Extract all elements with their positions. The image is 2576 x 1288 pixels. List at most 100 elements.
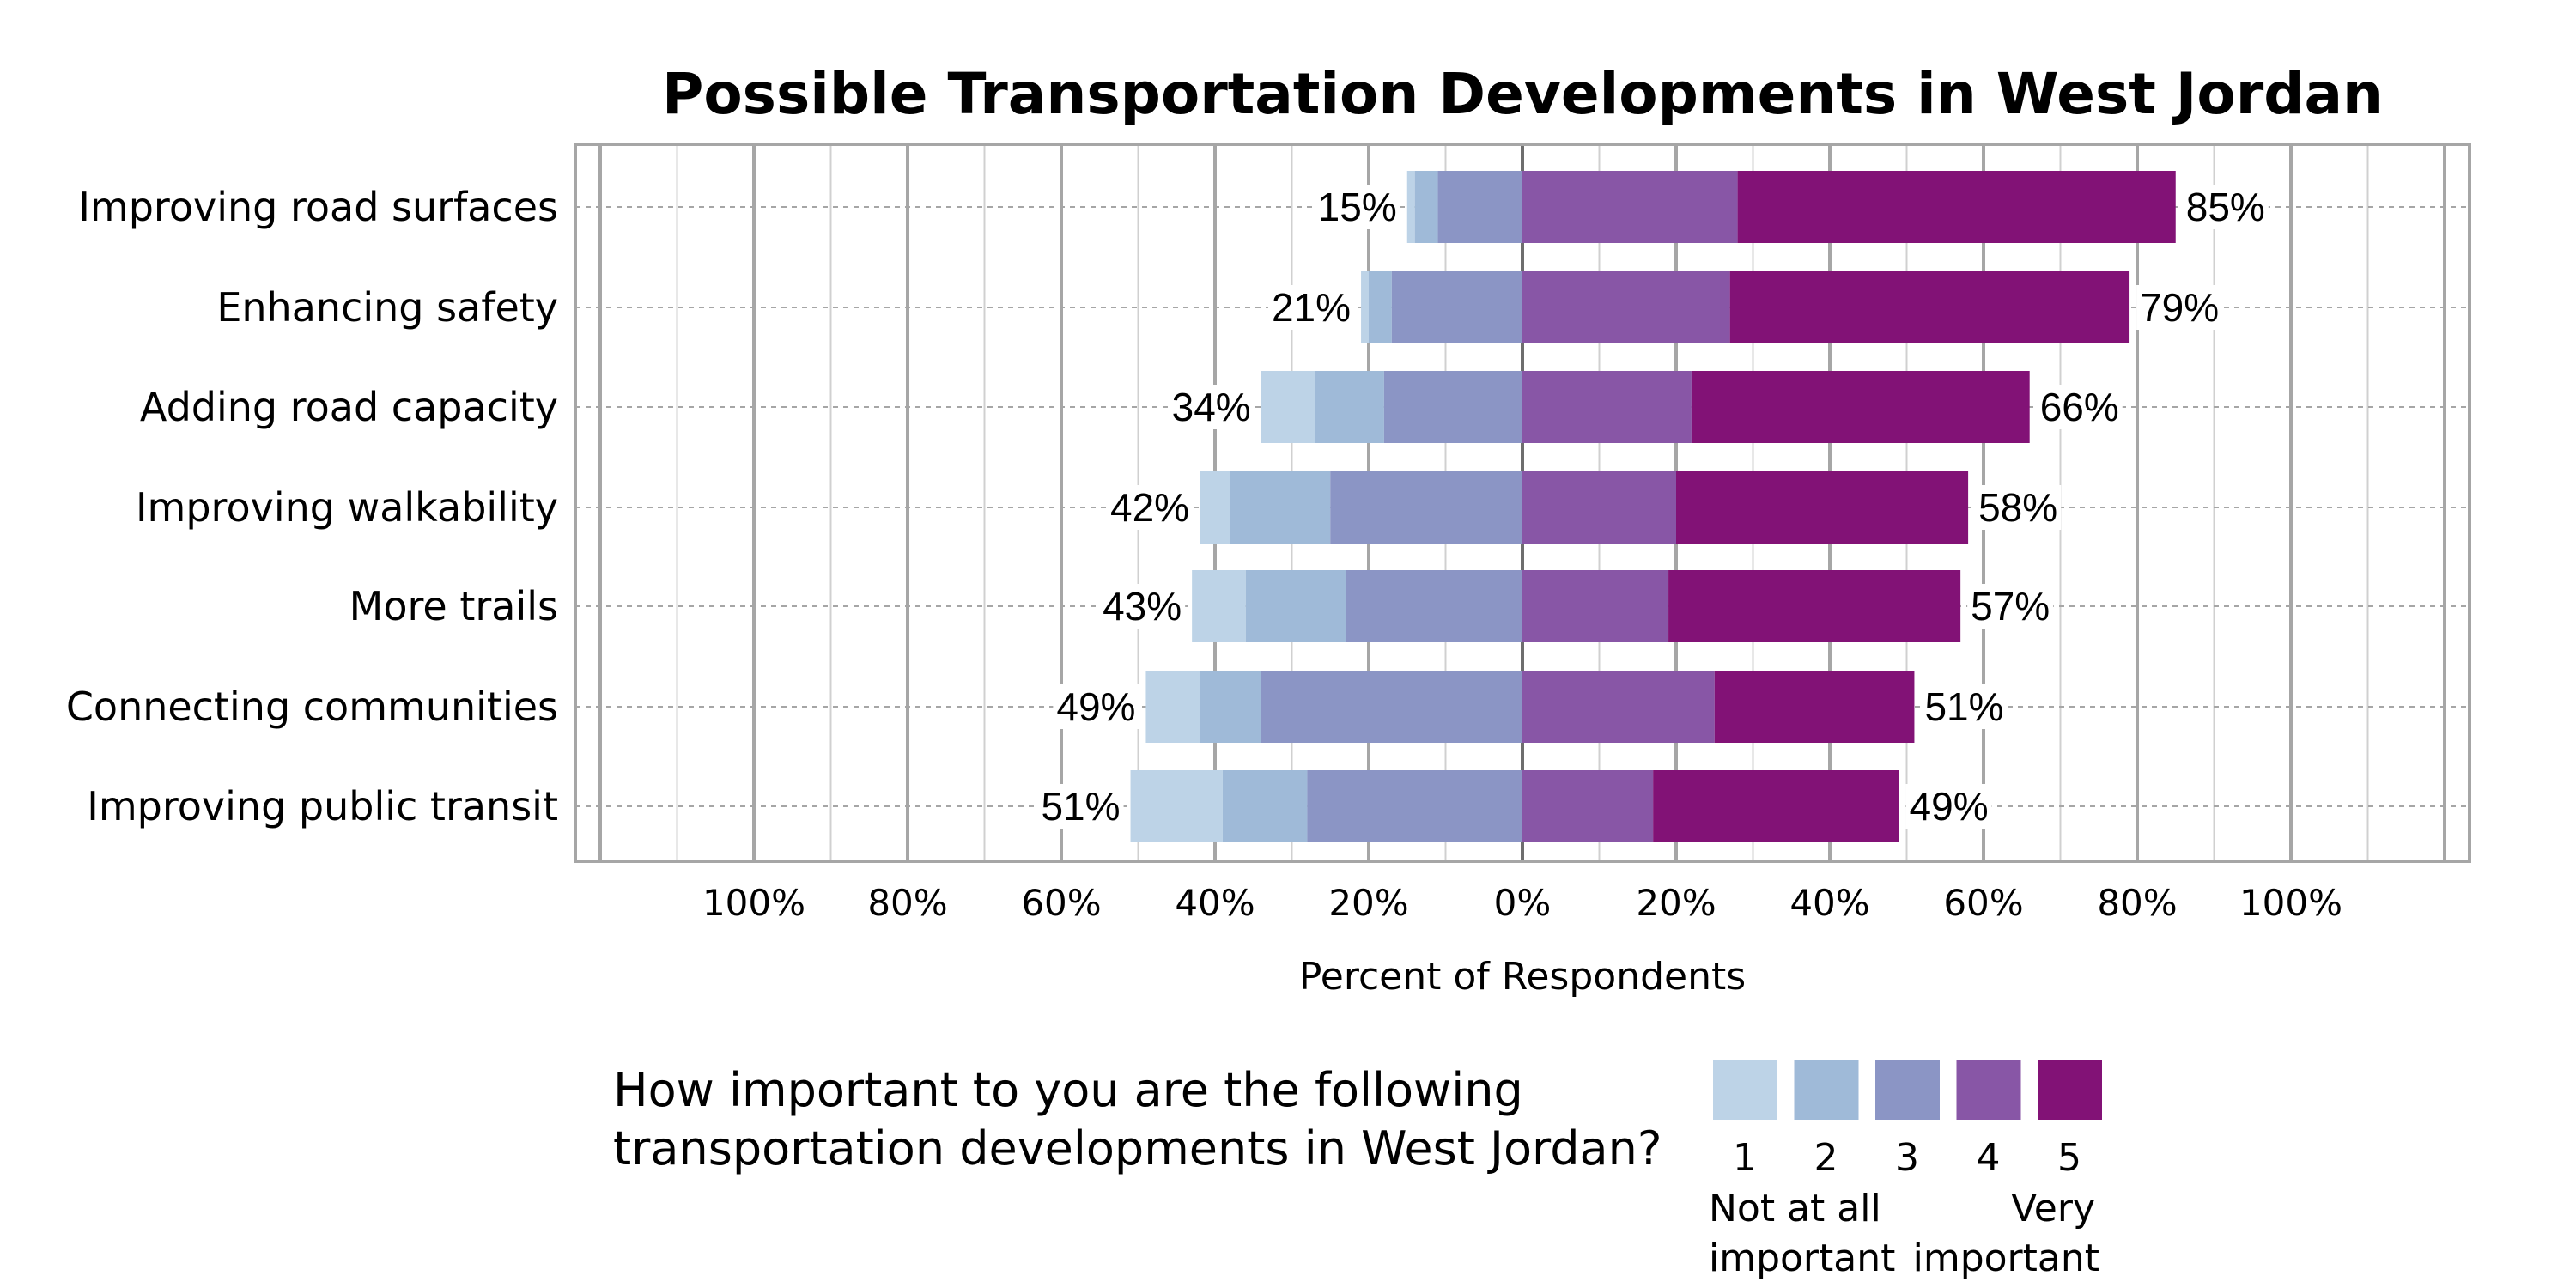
x-tick-label: 40% bbox=[1175, 882, 1255, 924]
bar-segment-3 bbox=[1346, 570, 1522, 642]
right-total-label: 49% bbox=[1910, 784, 1989, 829]
legend-high-anchor-2: important bbox=[1913, 1236, 2099, 1280]
label-background bbox=[2136, 285, 2223, 330]
label-background bbox=[1967, 584, 2054, 629]
legend-swatch-2 bbox=[1794, 1060, 1859, 1120]
bar-segment-4 bbox=[1522, 471, 1676, 544]
bar-segment-3 bbox=[1391, 271, 1522, 343]
x-tick-label: 100% bbox=[702, 882, 805, 924]
legend-swatch-4 bbox=[1956, 1060, 2021, 1120]
right-total-label: 57% bbox=[1971, 584, 2050, 629]
label-background bbox=[1037, 784, 1124, 829]
bar-segment-3 bbox=[1437, 171, 1522, 243]
left-total-label: 21% bbox=[1272, 285, 1351, 330]
category-label: Adding road capacity bbox=[140, 384, 558, 430]
bar-segment-3 bbox=[1261, 671, 1522, 743]
category-label: Improving road surfaces bbox=[78, 184, 558, 230]
legend-swatch-1 bbox=[1713, 1060, 1777, 1120]
bar-segment-1 bbox=[1145, 671, 1200, 743]
plot-border bbox=[574, 143, 2471, 863]
right-total-label: 51% bbox=[1924, 684, 2003, 729]
legend-swatch-3 bbox=[1875, 1060, 1940, 1120]
bar-segment-2 bbox=[1245, 570, 1346, 642]
x-axis-label: Percent of Respondents bbox=[1299, 955, 1746, 999]
bar-segment-2 bbox=[1200, 671, 1261, 743]
category-label: More trails bbox=[349, 583, 558, 629]
bars bbox=[1130, 171, 2176, 842]
legend-label-2: 2 bbox=[1814, 1136, 1838, 1180]
legend-high-anchor-1: Very bbox=[2011, 1187, 2095, 1230]
bar-segment-1 bbox=[1200, 471, 1230, 544]
total-labels: 15% 85% 21% 79% 34% 66% 42% 58% 43% 57% 49% 51% 51% 4… bbox=[1037, 185, 2269, 829]
right-total-label: 58% bbox=[1978, 485, 2057, 530]
chart-title: Possible Transportation Developments in … bbox=[662, 61, 2383, 127]
legend-swatch-5 bbox=[2038, 1060, 2102, 1120]
bar-segment-5 bbox=[1653, 770, 1899, 842]
category-labels: Improving road surfaces Enhancing safety A… bbox=[66, 184, 558, 829]
category-label: Connecting communities bbox=[66, 683, 558, 730]
label-background bbox=[1905, 784, 1992, 829]
bar-segment-4 bbox=[1522, 671, 1715, 743]
category-label: Enhancing safety bbox=[216, 284, 558, 331]
left-total-label: 51% bbox=[1041, 784, 1120, 829]
bar-segment-3 bbox=[1330, 471, 1522, 544]
legend-label-3: 3 bbox=[1895, 1136, 1919, 1180]
label-background bbox=[1921, 684, 2008, 729]
right-total-label: 66% bbox=[2040, 385, 2119, 429]
bar-segment-2 bbox=[1369, 271, 1392, 343]
bar-segment-5 bbox=[1691, 371, 2030, 443]
bar-segment-5 bbox=[1729, 271, 2130, 343]
legend-label-1: 1 bbox=[1733, 1136, 1757, 1180]
bar-segment-5 bbox=[1676, 471, 1969, 544]
left-total-label: 49% bbox=[1056, 684, 1135, 729]
bar-segment-3 bbox=[1383, 371, 1522, 443]
x-tick-label: 0% bbox=[1494, 882, 1552, 924]
bar-segment-5 bbox=[1668, 570, 1961, 642]
x-tick-label: 80% bbox=[2097, 882, 2177, 924]
label-background bbox=[1107, 485, 1194, 530]
label-background bbox=[2182, 185, 2269, 229]
bar-segment-4 bbox=[1522, 171, 1738, 243]
bar-segment-1 bbox=[1130, 770, 1223, 842]
x-tick-label: 100% bbox=[2239, 882, 2342, 924]
right-total-label: 79% bbox=[2140, 285, 2219, 330]
x-tick-label: 60% bbox=[1021, 882, 1101, 924]
legend: 1 2 3 4 5 bbox=[1713, 1060, 2102, 1180]
legend-low-anchor-1: Not at all bbox=[1709, 1187, 1881, 1230]
x-tick-label: 20% bbox=[1328, 882, 1408, 924]
bar-segment-2 bbox=[1222, 770, 1308, 842]
label-background bbox=[1267, 285, 1355, 330]
label-background bbox=[1975, 485, 2062, 530]
bar-segment-2 bbox=[1230, 471, 1331, 544]
left-total-label: 42% bbox=[1110, 485, 1189, 530]
x-tick-label: 20% bbox=[1636, 882, 1716, 924]
category-label: Improving public transit bbox=[87, 783, 558, 829]
legend-low-anchor-2: important bbox=[1709, 1236, 1895, 1280]
bar-segment-1 bbox=[1406, 171, 1415, 243]
bar-segment-1 bbox=[1361, 271, 1369, 343]
legend-label-5: 5 bbox=[2057, 1136, 2081, 1180]
bar-segment-3 bbox=[1307, 770, 1522, 842]
bar-segment-2 bbox=[1315, 371, 1384, 443]
label-background bbox=[2036, 385, 2123, 429]
label-background bbox=[1099, 584, 1186, 629]
left-total-label: 34% bbox=[1172, 385, 1251, 429]
legend-question-line-2: transportation developments in West Jord… bbox=[613, 1121, 1662, 1176]
bar-segment-1 bbox=[1192, 570, 1246, 642]
legend-question-line-1: How important to you are the following bbox=[613, 1063, 1523, 1117]
x-tick-labels: 100% 80% 60% 40% 20% 0% 20% 40% 60% 80% 100% bbox=[702, 882, 2342, 924]
bar-segment-4 bbox=[1522, 271, 1730, 343]
bar-segment-2 bbox=[1414, 171, 1438, 243]
bar-segment-4 bbox=[1522, 570, 1669, 642]
category-label: Improving walkability bbox=[136, 484, 558, 531]
bar-segment-5 bbox=[1714, 671, 1915, 743]
label-background bbox=[1168, 385, 1255, 429]
x-tick-label: 60% bbox=[1943, 882, 2023, 924]
bar-segment-1 bbox=[1261, 371, 1315, 443]
legend-label-4: 4 bbox=[1977, 1136, 2001, 1180]
label-background bbox=[1314, 185, 1400, 229]
left-total-label: 43% bbox=[1103, 584, 1182, 629]
bar-segment-4 bbox=[1522, 770, 1654, 842]
label-background bbox=[1053, 684, 1139, 729]
